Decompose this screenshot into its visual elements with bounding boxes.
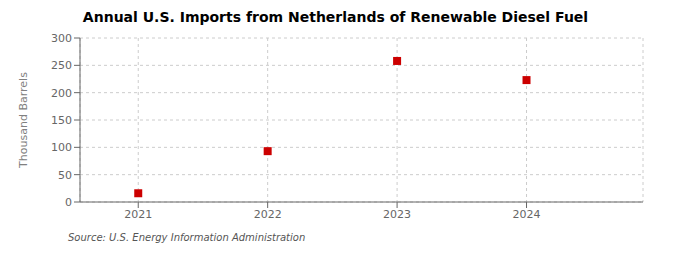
svg-text:50: 50 (58, 169, 72, 182)
svg-text:150: 150 (51, 114, 72, 127)
html-text:Source: U.S. Energy Informatio: Source: U.S. Energy Information Administ… (68, 232, 306, 243)
svg-text:2021: 2021 (124, 208, 152, 221)
svg-text:2023: 2023 (383, 208, 411, 221)
svg-text:2024: 2024 (513, 208, 541, 221)
html-text:Annual U.S. Imports from Nethe: Annual U.S. Imports from Netherlands of … (82, 9, 589, 25)
svg-text:200: 200 (51, 87, 72, 100)
svg-text:300: 300 (51, 32, 72, 45)
svg-text:250: 250 (51, 59, 72, 72)
svg-text:Thousand Barrels: Thousand Barrels (17, 72, 30, 169)
svg-text:2022: 2022 (254, 208, 282, 221)
svg-text:100: 100 (51, 141, 72, 154)
svg-text:0: 0 (65, 196, 72, 209)
